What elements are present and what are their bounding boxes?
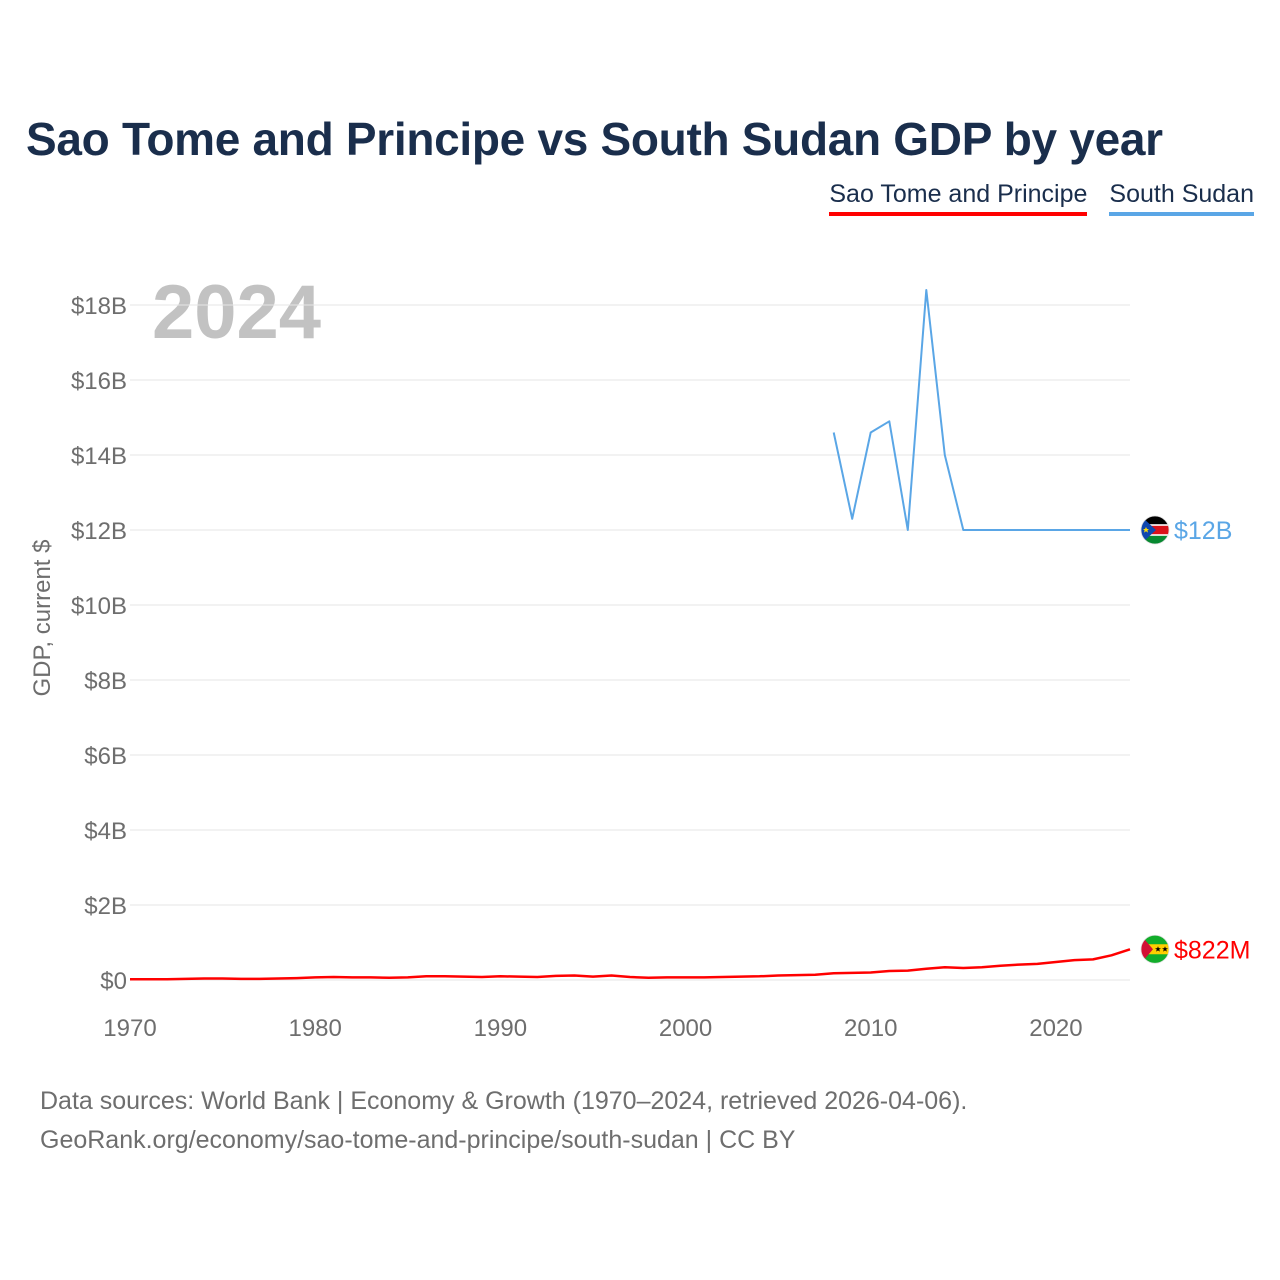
x-tick-label: 2020 [1029,1015,1082,1042]
gdp-line-chart: 2024 $0$2B$4B$6B$8B$10B$12B$14B$16B$18B … [29,270,1250,1042]
y-tick-label: $8B [84,668,127,695]
y-tick-label: $10B [71,593,127,620]
sao-tome-and-principe-value-label: $822M [1174,936,1250,964]
series-lines [130,289,1131,981]
south-sudan-flag-icon [1140,515,1170,545]
y-axis-label: GDP, current $ [29,540,56,697]
legend: Sao Tome and Principe South Sudan [829,180,1254,216]
x-tick-label: 1970 [103,1015,156,1042]
y-tick-label: $2B [84,893,127,920]
y-tick-label: $0 [100,968,127,995]
south-sudan-value-label: $12B [1174,517,1232,545]
legend-item-south-sudan[interactable]: South Sudan [1109,180,1254,216]
y-tick-label: $16B [71,368,127,395]
series-line-stp [130,948,1131,981]
year-watermark: 2024 [152,270,321,355]
y-axis-ticks: $0 $2B $4B $6B $8B $10B $12B $14B $16B $18B [71,293,127,995]
gridlines [130,304,1130,981]
x-tick-label: 2000 [659,1015,712,1042]
legend-item-sao-tome-and-principe[interactable]: Sao Tome and Principe [829,180,1088,216]
x-tick-label: 1980 [288,1015,341,1042]
series-line-ss [832,289,1130,531]
y-tick-label: $14B [71,443,127,470]
x-tick-label: 2010 [844,1015,897,1042]
y-tick-label: $4B [84,818,127,845]
source-text: Data sources: World Bank | Economy & Gro… [40,1087,968,1115]
sao-tome-and-principe-flag-icon [1140,934,1170,964]
x-tick-label: 1990 [474,1015,527,1042]
source-link[interactable]: GeoRank.org/economy/sao-tome-and-princip… [40,1126,796,1154]
x-axis-ticks: 1970 1980 1990 2000 2010 2020 [103,1015,1082,1042]
footer-source: Data sources: World Bank | Economy & Gro… [40,1082,967,1160]
chart-title: Sao Tome and Principe vs South Sudan GDP… [26,113,1163,165]
y-tick-label: $12B [71,518,127,545]
y-tick-label: $6B [84,743,127,770]
y-tick-label: $18B [71,293,127,320]
